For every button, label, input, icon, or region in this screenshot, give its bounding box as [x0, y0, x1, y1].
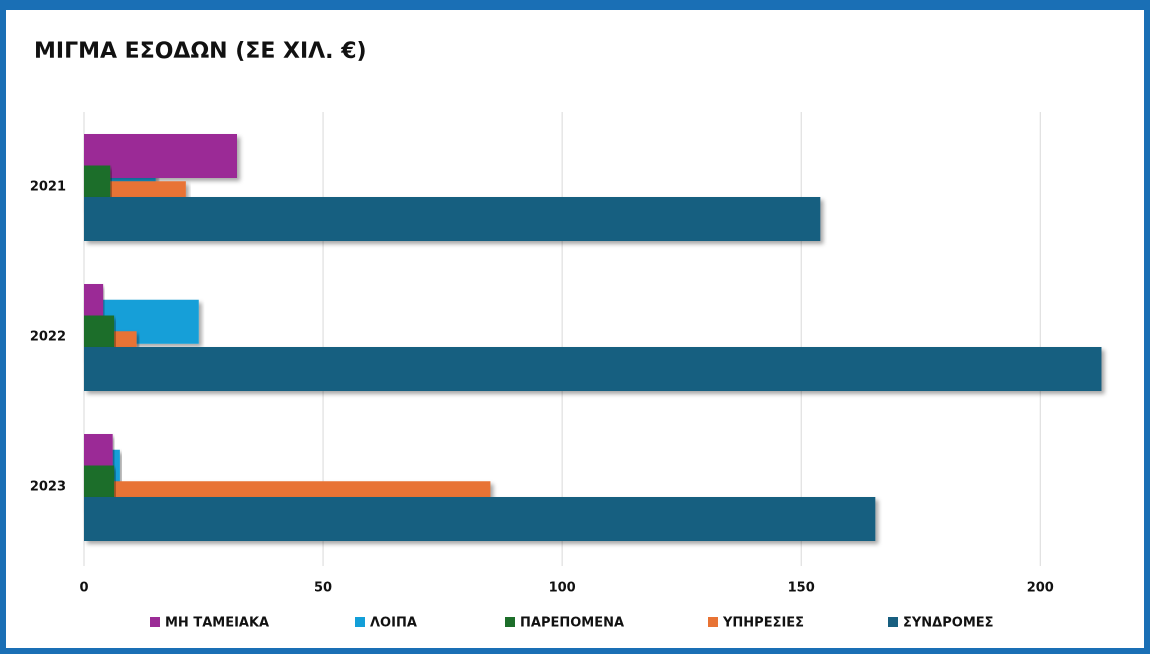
x-tick-label: 150	[788, 581, 815, 596]
legend-label: ΠΑΡΕΠΟΜΕΝΑ	[520, 616, 624, 631]
y-tick-label: 2023	[30, 480, 66, 495]
bar	[84, 497, 876, 541]
legend-label: ΜΗ ΤΑΜΕΙΑΚΑ	[165, 616, 269, 631]
x-tick-label: 0	[79, 581, 88, 596]
x-tick-label: 50	[314, 581, 332, 596]
legend-swatch	[505, 617, 515, 627]
legend-swatch	[708, 617, 718, 627]
legend-swatch	[888, 617, 898, 627]
x-tick-label: 200	[1027, 581, 1054, 596]
legend-swatch	[150, 617, 160, 627]
y-tick-label: 2022	[30, 330, 66, 345]
chart-title: ΜΙΓΜΑ ΕΣΟΔΩΝ (ΣΕ ΧΙΛ. €)	[34, 39, 367, 64]
legend-label: ΛΟΙΠΑ	[370, 616, 417, 631]
bar	[84, 197, 821, 241]
legend-label: ΥΠΗΡΕΣΙΕΣ	[722, 616, 804, 631]
bar	[84, 347, 1102, 391]
x-tick-label: 100	[549, 581, 576, 596]
y-tick-label: 2021	[30, 180, 66, 195]
legend-swatch	[355, 617, 365, 627]
legend-label: ΣΥΝΔΡΟΜΕΣ	[903, 616, 994, 631]
